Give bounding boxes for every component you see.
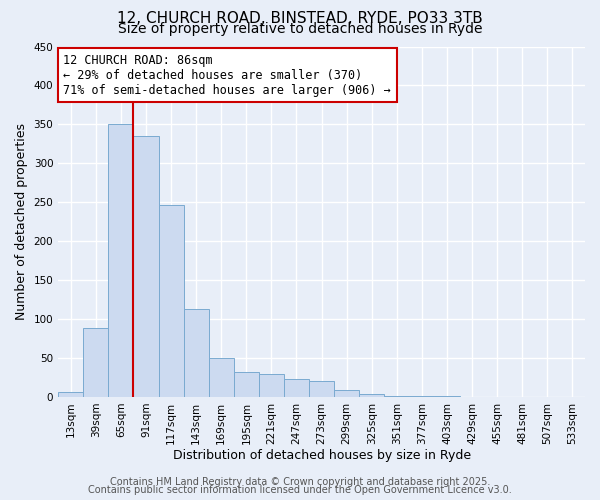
Bar: [409, 396, 434, 397]
Bar: [83, 328, 109, 397]
Bar: [109, 124, 133, 397]
Bar: [234, 372, 259, 397]
Bar: [58, 392, 83, 397]
Y-axis label: Number of detached properties: Number of detached properties: [15, 123, 28, 320]
Bar: [359, 394, 385, 397]
Bar: [309, 380, 334, 397]
Bar: [385, 396, 409, 397]
Bar: [133, 136, 158, 397]
Text: 12 CHURCH ROAD: 86sqm
← 29% of detached houses are smaller (370)
71% of semi-det: 12 CHURCH ROAD: 86sqm ← 29% of detached …: [64, 54, 391, 96]
Text: 12, CHURCH ROAD, BINSTEAD, RYDE, PO33 3TB: 12, CHURCH ROAD, BINSTEAD, RYDE, PO33 3T…: [117, 11, 483, 26]
Bar: [284, 379, 309, 397]
Text: Size of property relative to detached houses in Ryde: Size of property relative to detached ho…: [118, 22, 482, 36]
Bar: [209, 358, 234, 397]
Bar: [334, 390, 359, 397]
X-axis label: Distribution of detached houses by size in Ryde: Distribution of detached houses by size …: [173, 450, 470, 462]
Bar: [434, 396, 460, 397]
Bar: [158, 204, 184, 397]
Text: Contains public sector information licensed under the Open Government Licence v3: Contains public sector information licen…: [88, 485, 512, 495]
Bar: [259, 374, 284, 397]
Bar: [184, 309, 209, 397]
Text: Contains HM Land Registry data © Crown copyright and database right 2025.: Contains HM Land Registry data © Crown c…: [110, 477, 490, 487]
